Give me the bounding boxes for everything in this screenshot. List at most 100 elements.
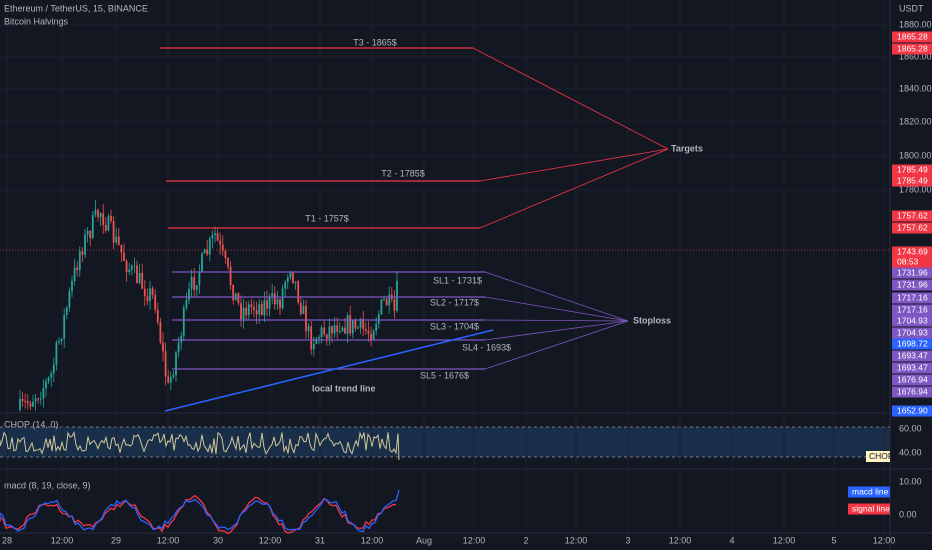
candle-body [185,299,188,308]
candle-body [325,334,328,339]
candle-body [63,315,66,339]
time-tick-label: 12:00 [259,535,282,545]
price-tag-label: 1704.93 [897,327,928,337]
time-tick-label: 12:00 [669,535,692,545]
candle-body [21,399,24,402]
candle-body [99,213,102,217]
candle-body [333,325,336,334]
candle-body [307,326,310,332]
candle-body [115,236,118,243]
candle-body [180,335,183,343]
candle-body [159,322,162,343]
candles [0,199,400,535]
price-tag [892,164,932,176]
price-tag-label: 1717.16 [897,292,928,302]
time-tick-label: 5 [831,535,836,545]
candle-body [247,304,250,316]
candle-body [315,338,318,344]
price-tag [892,304,932,316]
time-tick-label: 12:00 [565,535,588,545]
candle-body [58,341,60,343]
candle-body [71,280,73,292]
candle-body [359,318,362,328]
price-tag-label: 1676.94 [897,386,928,396]
price-tag-label: 1757.62 [897,222,928,232]
stoploss-arrow [484,296,629,322]
target-level-label: T2 - 1785$ [381,168,425,178]
symbol-title: Ethereum / TetherUS, 15, BINANCE [4,3,148,13]
candle-body [208,238,211,255]
chop-tag [866,451,890,462]
candle-body [323,327,326,335]
price-tag-label: 1698.72 [897,338,928,348]
chop-label: CHOP (14, 0) [4,419,58,429]
candle-body [120,244,123,253]
candle-body [104,224,107,231]
candle-body [39,398,42,400]
candle-body [55,342,58,365]
price-tag-label: 1731.96 [897,267,928,277]
target-level-label: T3 - 1865$ [353,37,397,47]
macd-tick-label: 0.00 [899,509,917,519]
candle-body [302,305,305,314]
candle-body [364,329,367,331]
candle-body [349,315,352,334]
candle-body [357,327,359,329]
candle-body [310,326,313,350]
price-tag-label: 1704.93 [897,315,928,325]
candle-body [133,265,136,267]
candle-body [84,234,86,255]
candle-body [273,293,276,305]
candle-body [232,285,235,301]
price-tick-label: 1840.00 [899,83,932,93]
chop-tag-label: CHOP [869,451,894,461]
price-tag [892,256,932,268]
candle-body [141,272,144,289]
stoploss-level-label: SL4 - 1693$ [462,342,511,352]
candle-body [45,381,47,389]
candle-body [206,249,209,255]
candle-body [227,257,229,267]
candle-body [286,277,289,283]
price-tag-label: 1785.49 [897,164,928,174]
candle-body [260,303,263,316]
price-tag [892,315,932,327]
macd-label: macd (8, 19, close, 9) [4,480,91,490]
price-tag-label: 1693.47 [897,362,928,372]
candle-body [169,377,172,383]
candle-body [110,216,112,222]
candle-body [86,231,89,235]
time-tick-label: 12:00 [157,535,180,545]
candle-body [284,282,287,289]
candle-body [268,296,271,309]
candle-body [172,375,175,378]
candle-body [331,326,333,334]
candle-body [237,293,240,304]
stoploss-level-label: SL2 - 1717$ [430,297,479,307]
candle-body [271,293,274,297]
signal-line [0,494,397,535]
price-tag [892,31,932,43]
candle-body [26,401,29,404]
stoploss-arrow [484,319,629,322]
candle-body [336,325,339,332]
price-tag [892,292,932,304]
candle-body [362,318,365,330]
candle-body [76,267,79,271]
target-level-label: T1 - 1757$ [305,213,349,223]
candle-body [297,281,300,303]
candle-body [396,280,398,311]
candle-body [34,398,37,402]
candle-body [182,307,185,336]
candle-body [164,351,167,377]
time-tick-label: 12:00 [361,535,384,545]
candle-body [250,304,253,308]
candle-body [107,216,110,231]
price-tag [892,374,932,386]
candle-body [73,267,76,281]
price-tag [892,386,932,398]
time-tick-label: 12:00 [51,535,74,545]
candle-body [146,296,149,301]
candle-body [299,302,302,314]
